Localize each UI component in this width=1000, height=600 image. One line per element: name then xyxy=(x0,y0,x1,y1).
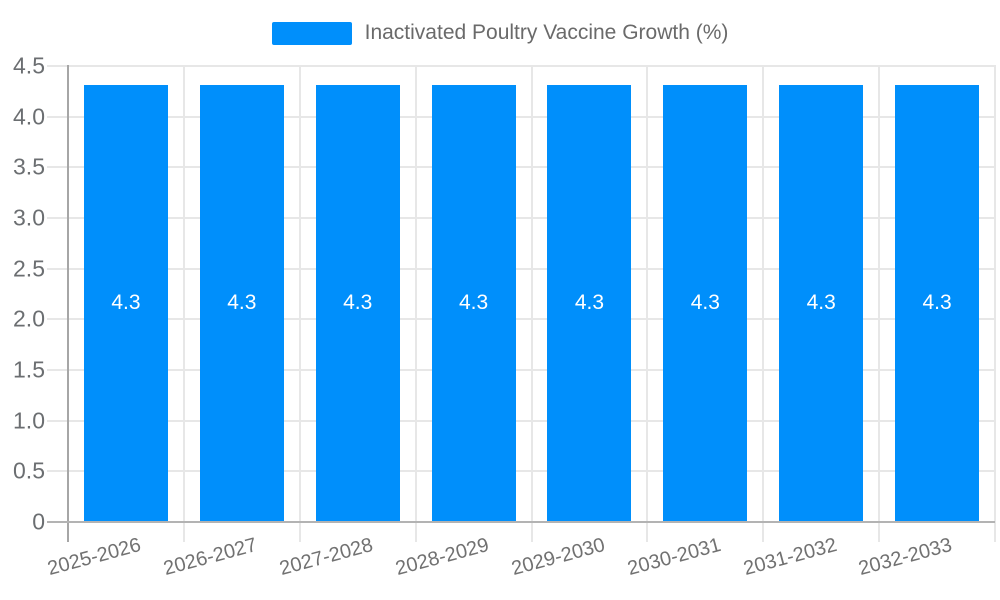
bar[interactable]: 4.3 xyxy=(663,85,748,521)
y-axis-tick-label: 4.0 xyxy=(13,103,45,130)
grid-line-horizontal xyxy=(47,470,995,473)
y-axis-tick-label: 0.5 xyxy=(13,457,45,484)
grid-line-vertical xyxy=(762,65,765,542)
x-axis-tick-label: 2030-2031 xyxy=(624,534,724,581)
bar-value-label: 4.3 xyxy=(806,291,836,315)
grid-line-horizontal xyxy=(47,318,995,321)
legend-label: Inactivated Poultry Vaccine Growth (%) xyxy=(364,21,729,44)
grid-line-vertical xyxy=(414,65,417,542)
bar[interactable]: 4.3 xyxy=(895,85,980,521)
bar-value-label: 4.3 xyxy=(343,291,373,315)
grid-line-horizontal xyxy=(47,369,995,371)
y-axis-tick-label: 3.5 xyxy=(13,153,45,180)
grid-line-horizontal xyxy=(47,65,995,67)
y-axis-tick-label: 1.0 xyxy=(13,407,45,434)
x-axis-tick-label: 2031-2032 xyxy=(740,534,839,581)
x-axis-tick-label: 2032-2033 xyxy=(856,534,955,581)
bar[interactable]: 4.3 xyxy=(779,85,864,521)
grid-line-vertical xyxy=(530,65,533,542)
y-axis-tick-label: 3.0 xyxy=(13,204,45,231)
bar[interactable]: 4.3 xyxy=(315,85,400,521)
bar-value-label: 4.3 xyxy=(922,291,952,315)
bar[interactable]: 4.3 xyxy=(547,85,632,521)
x-axis-tick-label: 2026-2027 xyxy=(161,534,260,581)
grid-line-horizontal xyxy=(47,267,995,270)
x-axis-tick-label: 2027-2028 xyxy=(277,534,376,581)
grid-line-vertical xyxy=(994,65,996,542)
x-axis-tick-label: 2025-2026 xyxy=(45,534,144,581)
y-axis-tick-label: 0 xyxy=(32,508,45,535)
grid-line-horizontal xyxy=(47,419,995,422)
grid-line-horizontal xyxy=(47,217,995,219)
y-axis-tick-label: 4.5 xyxy=(13,52,45,79)
y-axis-tick-label: 2.5 xyxy=(13,255,45,282)
grid-line-vertical xyxy=(878,65,881,542)
x-axis-line xyxy=(47,521,995,523)
grid-line-vertical xyxy=(646,65,649,542)
bar-value-label: 4.3 xyxy=(111,291,141,315)
x-axis-tick-label: 2029-2030 xyxy=(509,534,608,581)
grid-line-vertical xyxy=(182,65,185,542)
grid-line-horizontal xyxy=(47,115,995,118)
legend-swatch xyxy=(271,21,352,45)
x-axis-tick-label: 2028-2029 xyxy=(393,534,492,581)
bar-value-label: 4.3 xyxy=(690,291,720,315)
bar-value-label: 4.3 xyxy=(458,291,489,315)
bar[interactable]: 4.3 xyxy=(199,85,284,521)
grid-line-horizontal xyxy=(47,166,995,169)
bar[interactable]: 4.3 xyxy=(431,85,516,521)
y-axis-line xyxy=(67,65,69,542)
bar-value-label: 4.3 xyxy=(227,291,257,315)
bar[interactable]: 4.3 xyxy=(83,85,168,521)
chart-legend[interactable]: Inactivated Poultry Vaccine Growth (%) xyxy=(0,18,1000,48)
y-axis-tick-label: 1.5 xyxy=(13,356,45,383)
bar-value-label: 4.3 xyxy=(574,291,605,315)
y-axis-tick-label: 2.0 xyxy=(13,305,45,332)
grid-line-vertical xyxy=(298,65,301,542)
